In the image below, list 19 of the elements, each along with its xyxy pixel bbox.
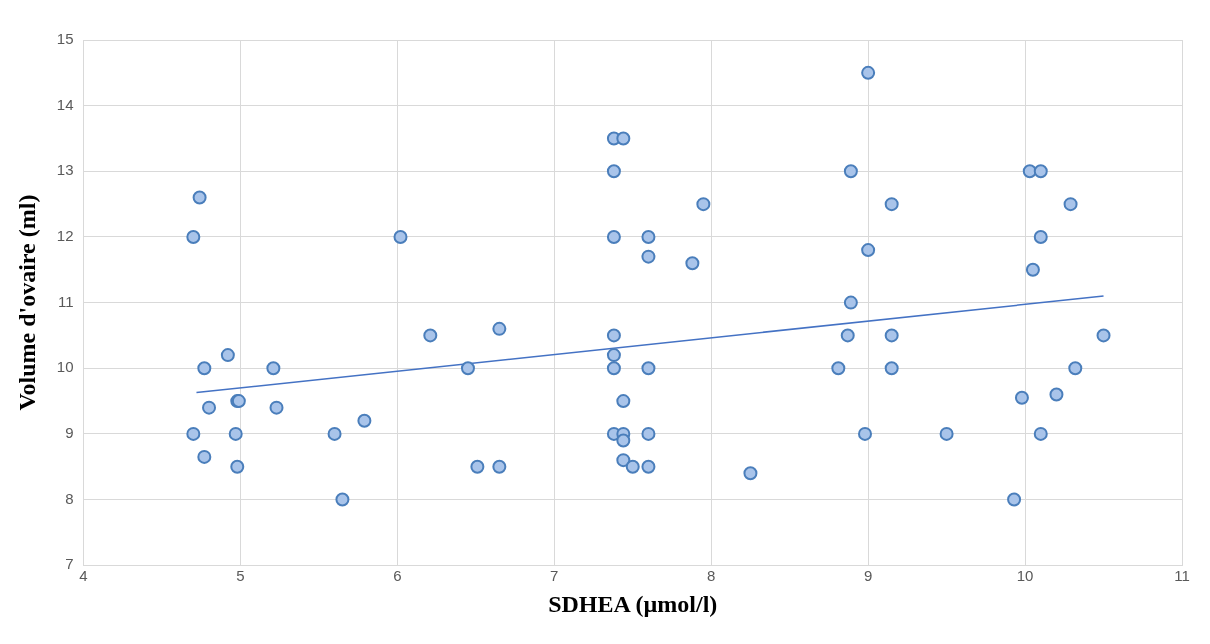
x-tick-label: 7 (550, 567, 559, 585)
x-tick-label: 9 (863, 567, 873, 585)
y-tick-label: 9 (65, 424, 74, 442)
y-tick-label: 13 (56, 161, 74, 179)
x-axis-title: SDHEA (µmol/l) (548, 590, 718, 617)
y-tick-label: 11 (57, 292, 74, 310)
x-tick-label: 5 (236, 567, 245, 585)
y-tick-label: 15 (56, 30, 74, 48)
y-tick-label: 7 (65, 555, 74, 573)
x-tick-label: 4 (79, 567, 88, 585)
y-tick-label: 8 (65, 489, 74, 507)
y-tick-label: 12 (56, 227, 74, 245)
x-tick-label: 8 (707, 567, 716, 585)
x-tick-label: 6 (393, 567, 402, 585)
x-tick-label: 11 (1174, 567, 1190, 585)
y-axis-title: Volume d'ovaire (ml) (13, 194, 40, 411)
x-tick-label: 10 (1016, 567, 1034, 585)
y-tick-label: 10 (56, 358, 74, 376)
y-tick-label: 14 (56, 95, 74, 113)
